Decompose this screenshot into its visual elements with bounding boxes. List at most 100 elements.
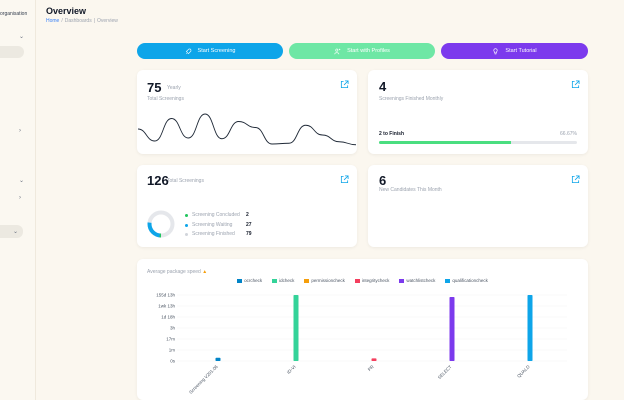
breadcrumb-separator: | xyxy=(93,18,96,24)
sparkline-line xyxy=(137,113,357,146)
legend-swatch xyxy=(272,278,278,283)
bar-watchlistcheck xyxy=(449,296,455,361)
lightbulb-icon xyxy=(493,47,498,54)
total-screenings-label: Total Screenings xyxy=(167,178,204,184)
legend-label: idcheck xyxy=(279,278,295,283)
bar-ocrcheck xyxy=(215,357,221,361)
start-tutorial-label: Start Tutorial xyxy=(505,48,537,54)
bar-integritycheck xyxy=(371,358,377,361)
breadcrumb-overview: Overview xyxy=(97,18,118,24)
legend-swatch xyxy=(399,278,405,283)
yearly-count: 75 xyxy=(147,80,162,95)
sidebar: organisation ⌄ › ⌄ › ⌄ xyxy=(0,0,36,400)
external-link-icon[interactable] xyxy=(340,175,349,184)
legend-value: 2 xyxy=(246,212,249,218)
legend-swatch xyxy=(304,278,310,283)
page-title: Overview xyxy=(46,6,87,16)
screening-donut xyxy=(147,210,175,238)
legend-concluded: Screening Concluded 2 xyxy=(185,212,249,218)
rocket-icon xyxy=(185,48,191,54)
screenings-finished-monthly-card: 4 Screenings Finished Monthly 2 to Finis… xyxy=(368,70,588,154)
start-screening-label: Start Screening xyxy=(197,48,236,54)
yearly-sparkline xyxy=(137,113,357,146)
y-tick-label: 1m xyxy=(169,348,176,353)
chevron-right-icon[interactable]: › xyxy=(19,195,21,201)
x-tick-label: Screening V201.06 xyxy=(188,364,219,395)
x-tick-label: QUALD xyxy=(516,364,531,379)
legend-label: integritycheck xyxy=(361,278,390,283)
legend-value: 79 xyxy=(246,231,252,237)
legend-swatch xyxy=(354,278,360,283)
y-tick-label: 155d 13h xyxy=(156,293,175,298)
new-candidates-label: New Candidates This Month xyxy=(379,187,442,193)
external-link-icon[interactable] xyxy=(571,80,580,89)
x-tick-label: PR xyxy=(367,364,375,372)
sidebar-select[interactable]: ⌄ xyxy=(0,225,23,238)
legend-item-idcheck[interactable]: idcheck xyxy=(272,278,294,283)
legend-label: qualificationcheck xyxy=(452,278,488,283)
chevron-down-icon: ⌄ xyxy=(13,229,19,235)
progress-bar xyxy=(379,141,577,144)
total-count: 126 xyxy=(147,173,169,188)
legend-dot xyxy=(185,223,188,227)
chart-legend: ocrcheck idcheck permissioncheck integrityc… xyxy=(137,278,588,283)
legend-item-watchlistcheck[interactable]: watchlistcheck xyxy=(399,278,435,283)
chevron-right-icon[interactable]: › xyxy=(19,128,21,134)
breadcrumb-separator: / xyxy=(61,18,63,24)
thumbs-up-icon: ▲ xyxy=(202,269,208,275)
sidebar-active-item[interactable] xyxy=(0,46,24,58)
chevron-down-icon[interactable]: ⌄ xyxy=(19,178,25,184)
external-link-icon[interactable] xyxy=(571,175,580,184)
start-with-profiles-label: Start with Profiles xyxy=(347,48,390,54)
legend-label: permissioncheck xyxy=(311,278,345,283)
chart-title: Average package speed ▲ xyxy=(147,269,207,275)
y-tick-label: 17m xyxy=(166,337,175,342)
chevron-down-icon[interactable]: ⌄ xyxy=(19,34,25,40)
x-tick-label: ID-VI xyxy=(286,364,297,375)
bar-idcheck xyxy=(293,295,299,361)
period-label: Yearly xyxy=(167,85,181,91)
legend-swatch xyxy=(445,278,451,283)
legend-label: Screening Finished xyxy=(192,231,235,237)
package-speed-chart: 0s 1m 17m 3h 1d 18h 1wk 13h 155d 13h Screening … xyxy=(156,293,567,395)
legend-value: 27 xyxy=(246,222,252,228)
legend-dot xyxy=(185,213,188,217)
legend-waiting: Screening Waiting 27 xyxy=(185,222,252,228)
chart-title-text: Average package speed xyxy=(147,269,201,275)
y-tick-label: 1d 18h xyxy=(161,315,175,320)
start-tutorial-button[interactable]: Start Tutorial xyxy=(441,43,588,59)
legend-label: Screening Waiting xyxy=(192,222,233,228)
legend-label: Screening Concluded xyxy=(192,212,240,218)
legend-item-integritycheck[interactable]: integritycheck xyxy=(354,278,390,283)
legend-finished: Screening Finished 79 xyxy=(185,231,252,237)
breadcrumb-home[interactable]: Home xyxy=(46,18,60,24)
finished-monthly-count: 4 xyxy=(379,79,387,94)
progress-fill xyxy=(379,141,511,144)
legend-swatch xyxy=(237,278,243,283)
breadcrumb-dashboards[interactable]: Dashboards xyxy=(64,18,92,24)
start-screening-button[interactable]: Start Screening xyxy=(137,43,283,59)
users-icon xyxy=(334,48,341,54)
legend-dot xyxy=(185,232,188,236)
legend-item-permissioncheck[interactable]: permissioncheck xyxy=(304,278,345,283)
progress-label: 2 to Finish xyxy=(379,131,404,137)
total-screenings-card: 126 Total Screenings Screening Concluded… xyxy=(137,165,357,247)
progress-percent: 66.67% xyxy=(560,131,577,137)
external-link-icon[interactable] xyxy=(340,80,349,89)
legend-label: ocrcheck xyxy=(244,278,263,283)
organisation-label: organisation xyxy=(0,11,28,17)
y-tick-label: 3h xyxy=(170,326,176,331)
yearly-screenings-card: 75 Yearly Total Screenings xyxy=(137,70,357,154)
legend-item-ocrcheck[interactable]: ocrcheck xyxy=(237,278,262,283)
new-candidates-count: 6 xyxy=(379,173,387,188)
x-tick-label: SELECT xyxy=(437,364,453,380)
legend-label: watchlistcheck xyxy=(406,278,436,283)
legend-item-qualificationcheck[interactable]: qualificationcheck xyxy=(445,278,488,283)
y-tick-label: 0s xyxy=(170,359,176,364)
bar-qualificationcheck xyxy=(527,295,533,361)
breadcrumb: Home / Dashboards | Overview xyxy=(46,18,118,24)
y-tick-label: 1wk 13h xyxy=(158,304,175,309)
new-candidates-card: 6 New Candidates This Month xyxy=(368,165,588,247)
total-screenings-label: Total Screenings xyxy=(147,96,184,102)
start-with-profiles-button[interactable]: Start with Profiles xyxy=(289,43,435,59)
